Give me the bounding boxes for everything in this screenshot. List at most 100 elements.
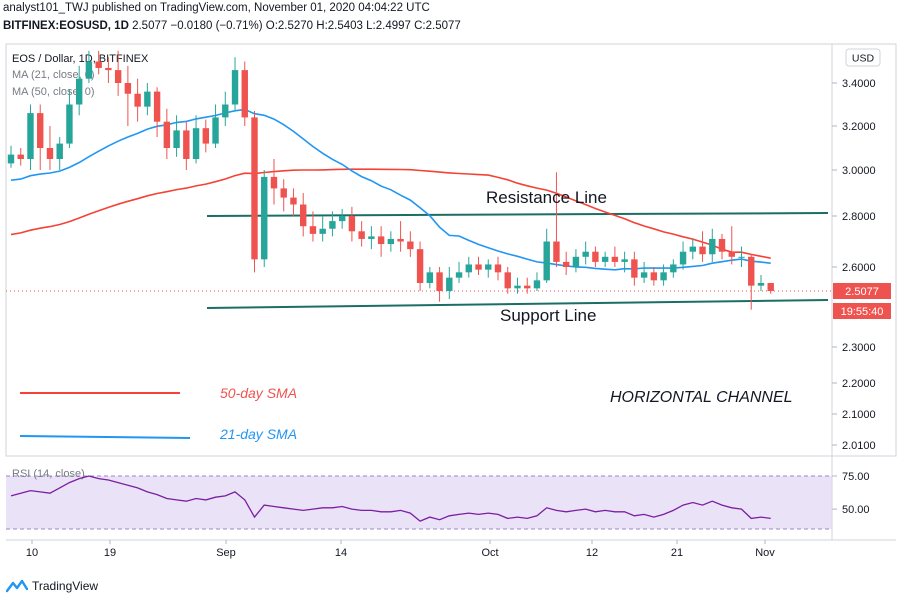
ma50-line[interactable] (10, 168, 771, 259)
legend-ma50: MA (50, close, 0) (12, 86, 95, 98)
candle-body (485, 264, 492, 270)
candle-body (601, 256, 609, 262)
channel-annotation: HORIZONTAL CHANNEL (610, 389, 793, 406)
candle-body (7, 154, 15, 164)
price-tick-label: 2.1000 (842, 409, 876, 421)
time-tick-label: Oct (481, 547, 498, 559)
candle-body (533, 280, 541, 289)
chart-frame[interactable]: EOS / Dollar, 1D, BITFINEX MA (21, close… (0, 40, 900, 602)
candle-body (621, 259, 628, 262)
candle-body (446, 277, 453, 291)
candle-body (319, 228, 326, 234)
candle-body (222, 104, 229, 118)
last-price-badge-text: 2.5077 (845, 286, 879, 298)
price-tick-label: 3.2000 (842, 121, 876, 133)
candle-body (338, 216, 346, 222)
rsi-tick-label: 75.00 (842, 471, 870, 483)
price-tick-label: 2.2000 (842, 378, 876, 390)
candle-body (300, 204, 307, 227)
candles (7, 50, 774, 310)
candle-body (426, 272, 434, 283)
candle-body (183, 130, 190, 159)
publish-info: analyst101_TWJ published on TradingView.… (3, 2, 430, 14)
rsi-label: RSI (14, close) (12, 468, 85, 480)
ohlc-bar: BITFINEX:EOSUSD, 1D 2.5077 −0.0180 (−0.7… (3, 20, 461, 32)
tradingview-brand[interactable]: TradingView (6, 576, 98, 596)
candle-body (504, 272, 511, 289)
candle-body (436, 272, 443, 291)
candle-body (37, 113, 44, 148)
candle-body (56, 143, 63, 159)
sma21-legend-swatch (19, 435, 191, 439)
candle-body (631, 259, 638, 278)
last-price-badge (833, 283, 891, 299)
candle-body (543, 241, 550, 281)
countdown-badge (833, 303, 891, 319)
candle-body (748, 256, 755, 286)
candle-body (767, 283, 774, 291)
candle-body (660, 272, 667, 281)
candle-body (757, 283, 765, 286)
legend-title: EOS / Dollar, 1D, BITFINEX (12, 53, 149, 65)
sma21-annotation: 21-day SMA (219, 426, 297, 442)
candle-body (699, 246, 706, 255)
candle-body (738, 256, 745, 258)
candle-body (611, 256, 619, 262)
candle-body (75, 78, 83, 105)
candle-body (358, 231, 365, 239)
candle-body (416, 249, 424, 283)
candle-body (397, 238, 404, 242)
candle-body (241, 70, 248, 118)
candle-body (582, 251, 589, 257)
price-tick-label: 2.0100 (842, 440, 876, 452)
time-tick-label: 10 (26, 547, 38, 559)
sma50-annotation: 50-day SMA (220, 385, 297, 401)
candle-body (728, 251, 735, 257)
price-tick-label: 2.6000 (842, 262, 876, 274)
candle-body (407, 241, 414, 250)
candle-body (670, 264, 677, 273)
candle-body (46, 148, 54, 159)
candle-body (329, 221, 336, 229)
candle-body (124, 83, 132, 94)
candle-body (475, 264, 482, 270)
candle-body (85, 61, 93, 79)
price-chart[interactable]: EOS / Dollar, 1D, BITFINEX MA (21, close… (0, 40, 900, 602)
candle-body (95, 61, 102, 68)
candle-body (592, 251, 599, 262)
candle-body (280, 188, 287, 198)
candle-body (524, 285, 531, 289)
candle-body (270, 176, 278, 189)
time-tick-label: 19 (104, 547, 116, 559)
price-tick-label: 2.3000 (842, 342, 876, 354)
candle-body (309, 226, 317, 234)
currency-button[interactable] (845, 48, 881, 67)
resistance-line[interactable] (206, 212, 829, 217)
rsi-line[interactable] (10, 475, 771, 522)
time-tick-label: 21 (671, 547, 683, 559)
candle-body (348, 216, 356, 232)
support-annotation: Support Line (500, 306, 596, 325)
candle-body (689, 246, 696, 252)
legend-ma21: MA (21, close, 0) (12, 69, 95, 81)
candle-body (114, 70, 122, 83)
candle-body (640, 272, 648, 278)
candle-body (17, 154, 24, 159)
candle-body (650, 272, 658, 281)
support-line[interactable] (206, 299, 829, 309)
candle-body (465, 264, 472, 273)
time-tick-label: Sep (216, 547, 236, 559)
candle-body (514, 285, 521, 289)
time-tick-label: 12 (586, 547, 598, 559)
price-tick-label: 3.4000 (842, 78, 876, 90)
candle-body (377, 236, 385, 245)
candle-body (144, 91, 151, 107)
candle-body (231, 70, 239, 105)
candle-body (173, 130, 180, 148)
candle-body (387, 238, 395, 245)
resistance-annotation: Resistance Line (486, 188, 607, 207)
countdown-badge-text: 19:55:40 (841, 306, 884, 318)
price-tick-label: 3.0000 (842, 165, 876, 177)
price-tick-label: 2.8000 (842, 211, 876, 223)
candle-body (66, 104, 73, 144)
